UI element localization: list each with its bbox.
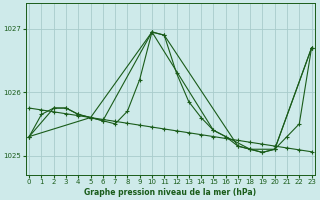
X-axis label: Graphe pression niveau de la mer (hPa): Graphe pression niveau de la mer (hPa): [84, 188, 256, 197]
